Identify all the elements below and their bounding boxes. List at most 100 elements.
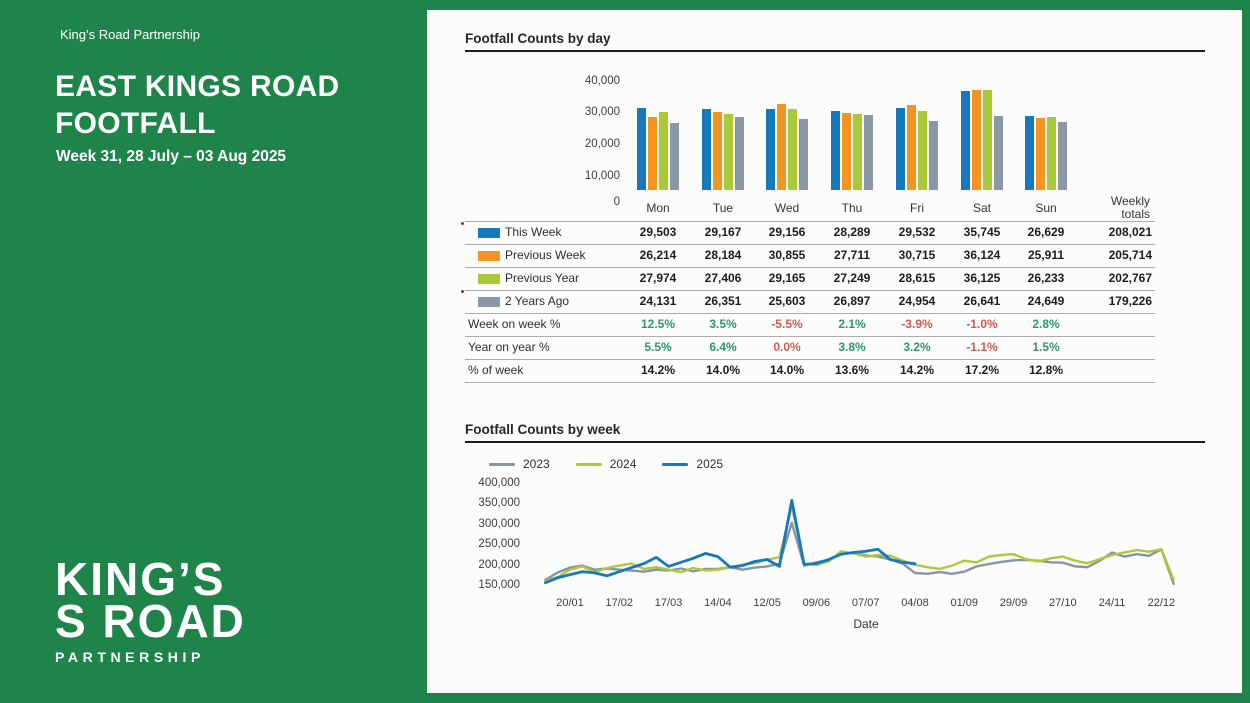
line-series-2023 [544, 521, 1175, 586]
bar-2-years-ago [799, 119, 808, 190]
table-cell: 14.0% [705, 363, 741, 377]
bar-this-week [961, 91, 970, 190]
table-cell: 3.8% [838, 340, 866, 354]
table-cell-total: 205,714 [1108, 248, 1152, 262]
bar-group-thu [831, 79, 873, 190]
bar-previous-year [1047, 117, 1056, 190]
table-cell: 26,897 [833, 294, 871, 308]
legend-item-2024: 2024 [575, 457, 636, 471]
daily-bar-chart [427, 79, 1242, 190]
table-cell: 27,249 [833, 271, 871, 285]
table-separator [465, 313, 1155, 314]
daily-title-rule [465, 50, 1205, 52]
daily-ytick-label: 30,000 [584, 106, 620, 118]
row-label: Week on week % [468, 317, 561, 331]
bar-this-week [896, 108, 905, 190]
table-cell: 1.5% [1032, 340, 1060, 354]
bar-2-years-ago [929, 121, 938, 190]
table-cell: 25,603 [768, 294, 806, 308]
daily-table: This Week 29,503 29,167 29,156 28,289 29,532 3… [465, 221, 1155, 383]
table-cell: 24,131 [639, 294, 677, 308]
table-cell: 17.2% [964, 363, 1000, 377]
bar-previous-week [1036, 118, 1045, 190]
table-cell-total: 179,226 [1108, 294, 1152, 308]
weekly-ytick-label: 300,000 [478, 518, 520, 530]
weekly-chart-title: Footfall Counts by week [465, 422, 621, 437]
legend-swatch-this-week [478, 228, 500, 238]
table-row-previous-week: Previous Week 26,214 28,184 30,855 27,711 30,… [465, 244, 1155, 267]
weekly-xtick-label: 01/09 [950, 597, 978, 609]
legend-item-2023: 2023 [489, 457, 550, 471]
bar-2-years-ago [994, 116, 1003, 190]
bar-previous-week [907, 105, 916, 190]
table-row--of-week: % of week 14.2% 14.0% 14.0% 13.6% 14.2% 17.2% 1… [465, 359, 1155, 382]
table-cell: 28,184 [704, 248, 742, 262]
weekly-totals-header-line2: totals [1121, 207, 1150, 221]
day-label-thu: Thu [841, 201, 863, 215]
weekly-chart-legend: 2023 2024 2025 [489, 457, 723, 471]
table-cell: 27,406 [704, 271, 742, 285]
table-cell: 25,911 [1027, 248, 1065, 262]
table-cell: 0.0% [773, 340, 801, 354]
page-title: EAST KINGS ROAD FOOTFALL [55, 68, 340, 142]
table-separator [465, 221, 1155, 222]
legend-swatch-2023 [489, 462, 515, 466]
bar-this-week [702, 109, 711, 190]
table-cell: 24,649 [1027, 294, 1065, 308]
table-separator [465, 359, 1155, 360]
bar-previous-year [724, 114, 733, 190]
table-separator [465, 267, 1155, 268]
bar-2-years-ago [864, 115, 873, 190]
bar-this-week [766, 109, 775, 190]
series-label: Previous Year [505, 271, 580, 285]
page-title-line2: FOOTFALL [55, 107, 216, 140]
bar-group-tue [702, 79, 744, 190]
bar-2-years-ago [670, 123, 679, 190]
daily-ytick-label: 20,000 [584, 138, 620, 150]
x-axis-title: Date [853, 617, 879, 631]
day-label-tue: Tue [712, 201, 734, 215]
day-label-mon: Mon [646, 201, 670, 215]
table-cell: 36,124 [963, 248, 1001, 262]
bar-previous-week [842, 113, 851, 190]
bar-previous-year [918, 111, 927, 190]
weekly-xtick-label: 20/01 [556, 597, 584, 609]
bar-2-years-ago [735, 117, 744, 190]
table-cell: 26,214 [639, 248, 677, 262]
day-label-wed: Wed [774, 201, 800, 215]
table-separator [465, 290, 1155, 291]
logo-line1: KING’S [55, 553, 226, 605]
brand-text: King’s Road Partnership [60, 27, 200, 42]
table-cell: 28,289 [833, 225, 871, 239]
table-row-2-years-ago: 2 Years Ago 24,131 26,351 25,603 26,897 24,95… [465, 290, 1155, 313]
bar-2-years-ago [1058, 122, 1067, 190]
legend-label-2023: 2023 [523, 457, 550, 471]
bar-this-week [1025, 116, 1034, 190]
weekly-xtick-label: 04/08 [901, 597, 929, 609]
legend-swatch-2025 [662, 462, 689, 466]
artifact-bullet [461, 290, 464, 293]
table-cell: -3.9% [901, 317, 933, 331]
table-cell: 3.2% [903, 340, 931, 354]
bar-group-wed [766, 79, 808, 190]
table-cell: 12.5% [640, 317, 676, 331]
table-separator [465, 336, 1155, 337]
table-separator [465, 382, 1155, 383]
weekly-ytick-label: 150,000 [478, 579, 520, 591]
weekly-xtick-label: 22/12 [1147, 597, 1176, 609]
table-cell-total: 208,021 [1108, 225, 1152, 239]
table-cell: 29,165 [768, 271, 806, 285]
report-panel: Footfall Counts by day This Week 29,503 29… [427, 10, 1242, 693]
bar-previous-week [713, 112, 722, 190]
table-cell-total: 202,767 [1108, 271, 1152, 285]
table-cell: 3.5% [709, 317, 737, 331]
table-cell: 36,125 [963, 271, 1001, 285]
day-label-fri: Fri [910, 201, 924, 215]
table-row-year-on-year-: Year on year % 5.5% 6.4% 0.0% 3.8% 3.2% -1.1% 1… [465, 336, 1155, 359]
legend-swatch-previous-week [478, 251, 500, 261]
daily-chart-title: Footfall Counts by day [465, 31, 611, 46]
daily-ytick-label: 40,000 [584, 75, 620, 87]
weekly-xtick-label: 24/11 [1098, 597, 1126, 609]
